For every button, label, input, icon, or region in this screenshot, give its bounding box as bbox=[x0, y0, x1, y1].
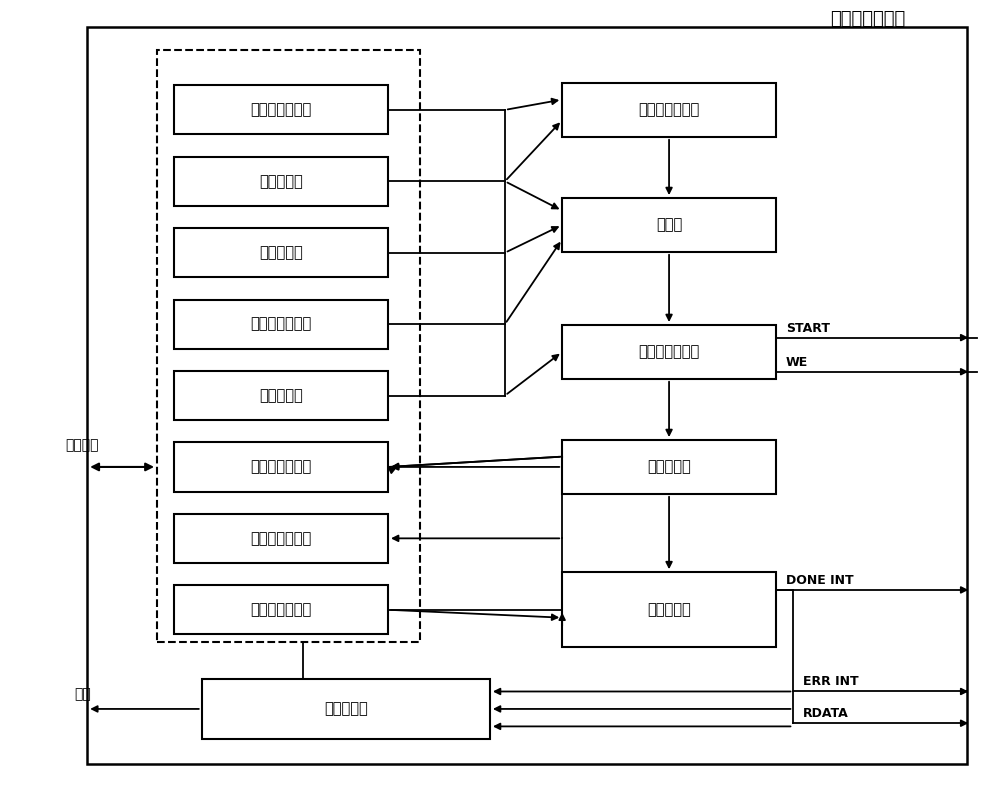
Text: 读写寄存器: 读写寄存器 bbox=[259, 388, 303, 403]
Bar bbox=[202, 679, 490, 739]
Bar bbox=[87, 26, 967, 765]
Bar bbox=[174, 371, 388, 420]
Text: START: START bbox=[786, 321, 830, 335]
Bar bbox=[174, 229, 388, 277]
Text: 内部总线: 内部总线 bbox=[66, 438, 99, 451]
Text: 期望数据寄存器: 期望数据寄存器 bbox=[251, 602, 312, 618]
Bar bbox=[562, 572, 776, 647]
Bar bbox=[157, 50, 420, 642]
Bar bbox=[174, 585, 388, 634]
Text: DONE INT: DONE INT bbox=[786, 574, 854, 587]
Text: 启动寄存器: 启动寄存器 bbox=[259, 174, 303, 189]
Text: 启动次数寄存器: 启动次数寄存器 bbox=[251, 102, 312, 117]
Text: 启动信号产生器: 启动信号产生器 bbox=[638, 344, 700, 360]
Bar bbox=[174, 85, 388, 134]
Text: 中断寄存器: 中断寄存器 bbox=[324, 702, 368, 717]
Text: 数据比较器: 数据比较器 bbox=[647, 602, 691, 618]
Text: RDATA: RDATA bbox=[803, 707, 849, 720]
Bar bbox=[562, 198, 776, 252]
Text: 中断: 中断 bbox=[74, 688, 91, 702]
Bar bbox=[562, 325, 776, 379]
Text: 启动次数计数器: 启动次数计数器 bbox=[638, 102, 700, 117]
Text: 读回数据寄存器: 读回数据寄存器 bbox=[251, 531, 312, 546]
Text: 有效状态寄存器: 有效状态寄存器 bbox=[251, 459, 312, 475]
Bar bbox=[562, 440, 776, 494]
Bar bbox=[174, 514, 388, 563]
Bar bbox=[174, 300, 388, 348]
Bar bbox=[562, 83, 776, 137]
Text: 中断状态寄存器: 中断状态寄存器 bbox=[251, 316, 312, 332]
Bar bbox=[174, 157, 388, 206]
Bar bbox=[174, 443, 388, 491]
Text: 重复读写控制器: 重复读写控制器 bbox=[830, 10, 906, 28]
Text: 启动寄存器: 启动寄存器 bbox=[647, 459, 691, 475]
Text: 间隔寄存器: 间隔寄存器 bbox=[259, 245, 303, 260]
Text: ERR INT: ERR INT bbox=[803, 675, 859, 689]
Text: 定时器: 定时器 bbox=[656, 217, 682, 233]
Text: WE: WE bbox=[786, 356, 808, 368]
